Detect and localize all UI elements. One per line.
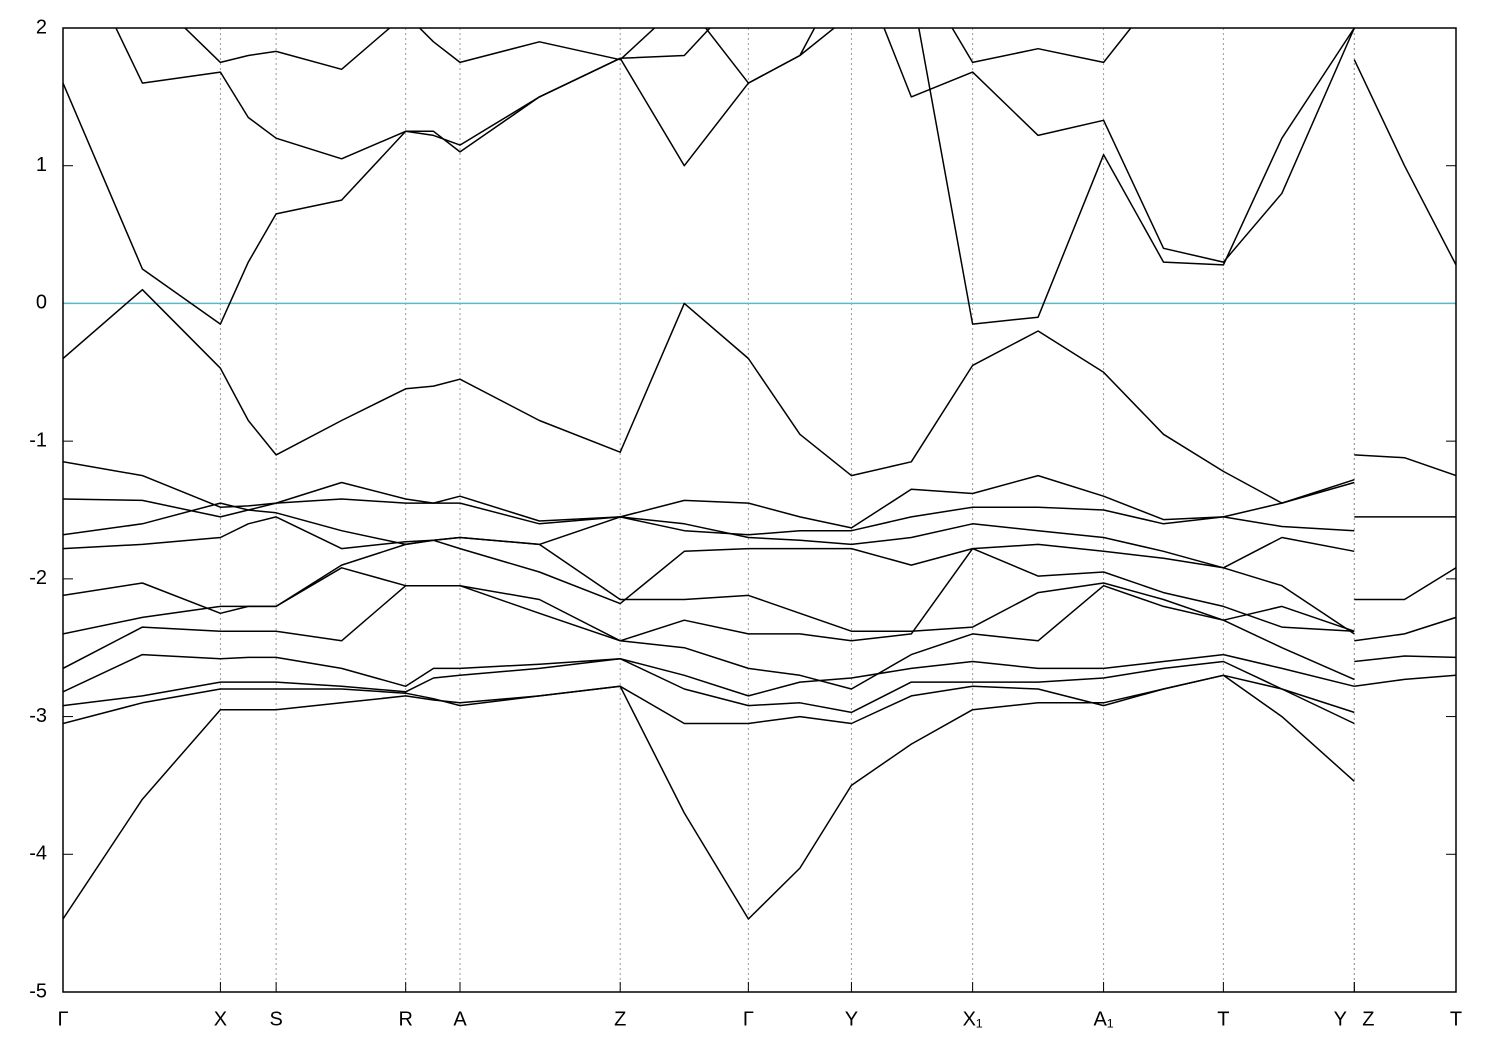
y-tick-label: 1 <box>36 154 47 176</box>
x-tick-label: Γ <box>743 1008 754 1030</box>
band <box>63 536 1355 632</box>
band <box>115 28 1355 263</box>
x-tick-label: T <box>1217 1008 1229 1030</box>
band <box>63 616 1456 714</box>
y-tick-label: 2 <box>36 16 47 38</box>
band <box>63 502 1355 569</box>
y-tick-label: -3 <box>29 705 47 727</box>
plot-frame <box>62 27 1457 993</box>
x-tick-label: A <box>453 1008 467 1030</box>
band <box>63 655 1456 725</box>
x-tick-label: Y <box>845 1008 858 1030</box>
band <box>63 567 1456 697</box>
x-tick-label: Z <box>614 1008 626 1030</box>
x-tick-label: S <box>269 1008 282 1030</box>
x-tick-label: Y <box>1334 1008 1347 1030</box>
grid <box>62 27 1457 993</box>
band <box>63 288 1355 504</box>
x-tick-label: Γ <box>57 1008 68 1030</box>
y-tick-label: -5 <box>29 980 47 1002</box>
x-tick-label: A₁ <box>1094 1008 1114 1030</box>
x-tick-label: Z <box>1362 1008 1374 1030</box>
band <box>63 461 1355 529</box>
y-tick-label: -1 <box>29 429 47 451</box>
x-tick-label: X <box>214 1008 227 1030</box>
band <box>63 516 1456 690</box>
band <box>63 516 1355 635</box>
y-tick-label: 0 <box>36 292 47 314</box>
x-tick-label: R <box>398 1008 412 1030</box>
bands <box>63 28 1456 920</box>
x-tick-label: X₁ <box>963 1008 983 1030</box>
band <box>63 674 1456 920</box>
x-tick-label: T <box>1450 1008 1462 1030</box>
band <box>63 498 1355 536</box>
band <box>183 28 1132 84</box>
band <box>63 28 1456 325</box>
y-tick-label: -2 <box>29 567 47 589</box>
y-tick-label: -4 <box>29 843 47 865</box>
